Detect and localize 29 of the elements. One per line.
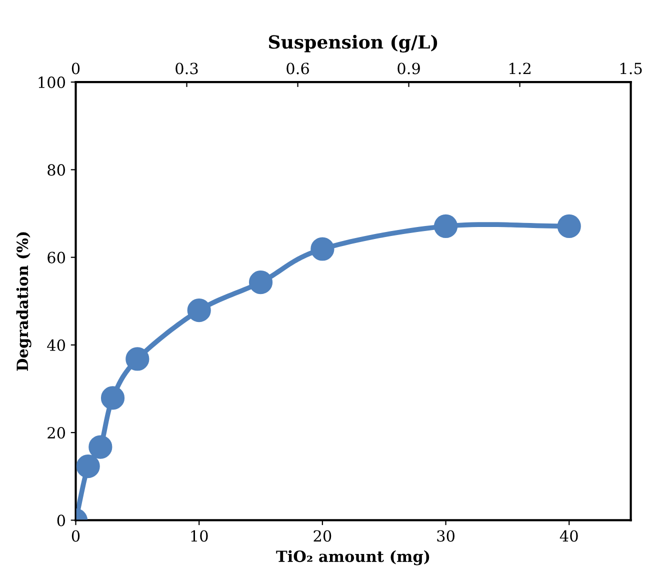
x-tick-label: 30: [437, 530, 454, 542]
point: [310, 237, 334, 261]
point: [434, 214, 458, 238]
point: [100, 386, 125, 410]
point: [187, 298, 211, 322]
y-axis-title: Degradation (%): [16, 232, 32, 371]
y-tick-label: 60: [48, 252, 66, 264]
y-tick-label: 40: [47, 339, 66, 351]
y-tick-label: 0: [57, 514, 66, 526]
x2-tick-label: 0: [72, 62, 80, 74]
x2-axis-title: Suspension (g/L): [268, 34, 438, 53]
x2-tick-label: 0.9: [398, 62, 420, 74]
y-tick-label: 20: [48, 427, 66, 439]
point: [88, 435, 112, 459]
x-tick-label: 0: [72, 530, 80, 542]
x-tick-label: 10: [191, 530, 208, 542]
x-tick-label: 40: [560, 530, 578, 542]
point: [126, 347, 150, 371]
point: [248, 270, 273, 294]
x-tick-label: 20: [314, 530, 332, 542]
x2-tick-label: 0.6: [286, 62, 309, 74]
point: [557, 214, 581, 238]
x2-tick-label: 0.3: [176, 62, 198, 74]
point: [76, 454, 100, 478]
y-tick-label: 80: [48, 164, 66, 176]
x2-tick-label: 1.2: [510, 62, 530, 74]
x2-tick-label: 1.5: [620, 62, 642, 74]
x-axis-title: TiO₂ amount (mg): [276, 550, 430, 566]
y-tick-label: 100: [38, 76, 66, 88]
